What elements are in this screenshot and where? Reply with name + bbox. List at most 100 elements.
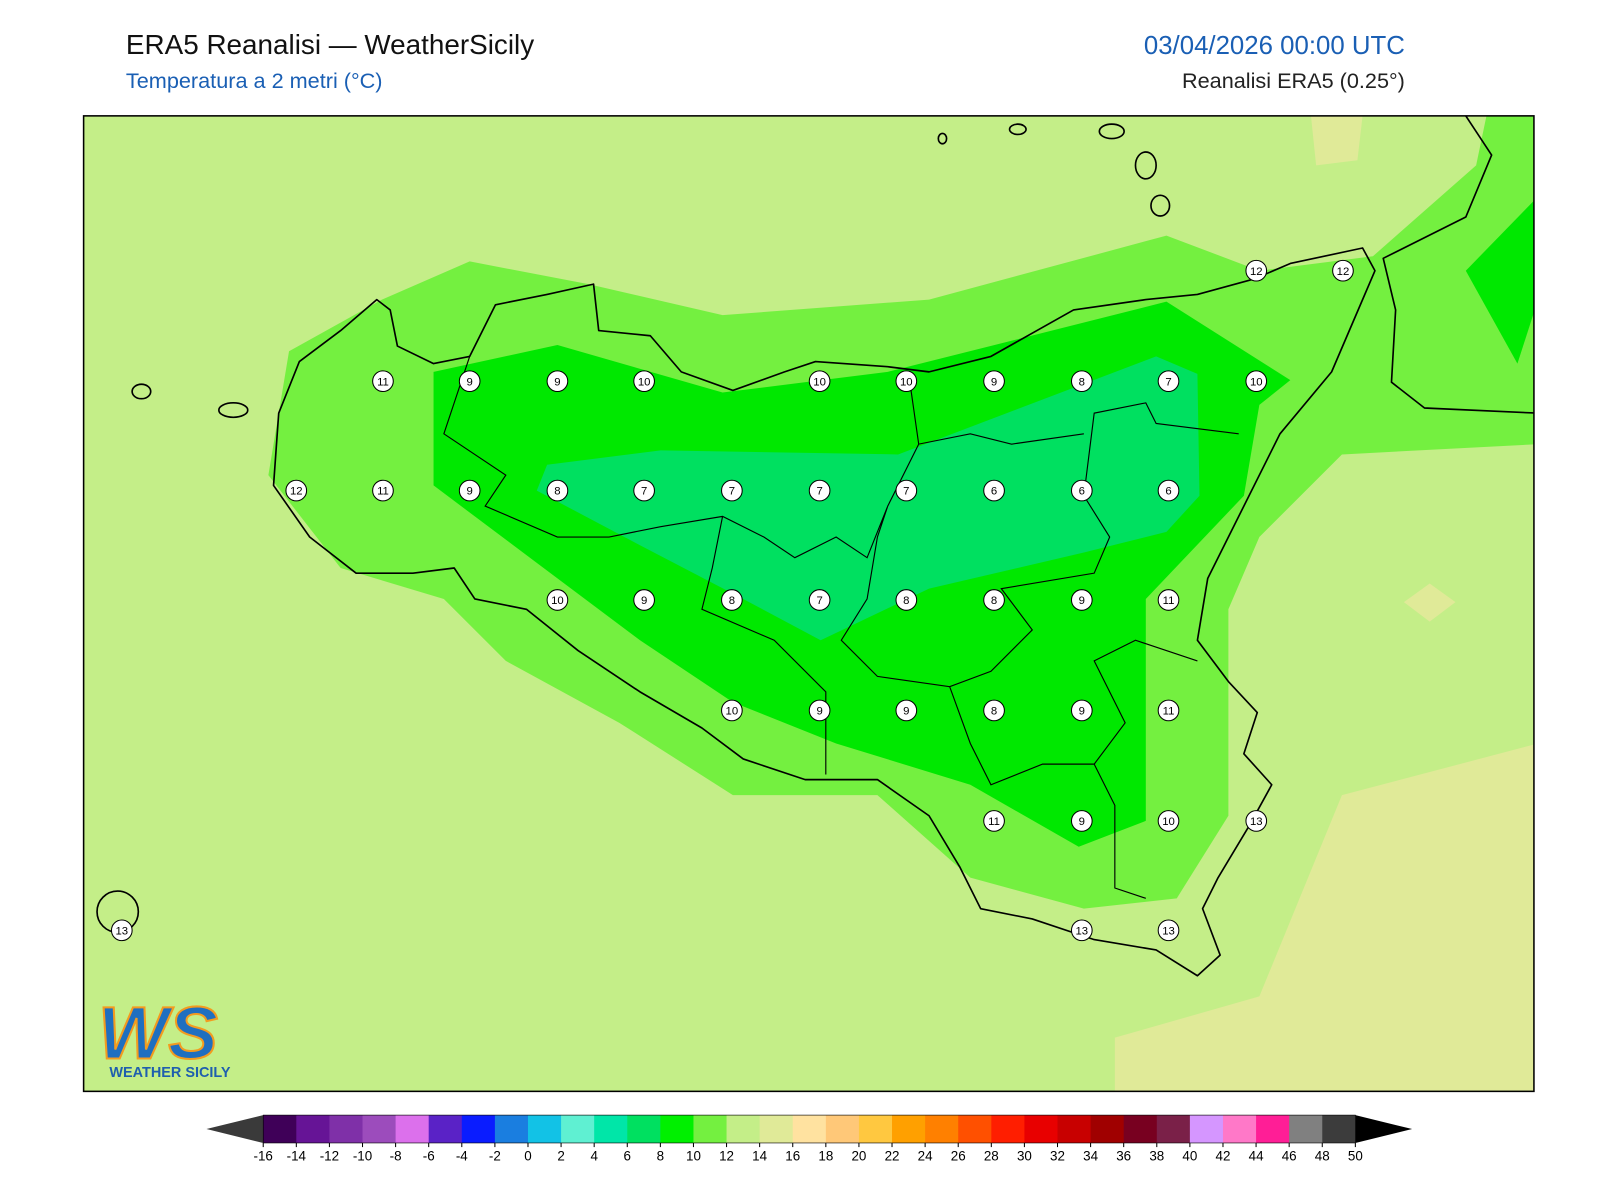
- station: 11: [372, 479, 394, 502]
- station-value: 10: [638, 376, 651, 388]
- station: 7: [633, 479, 655, 502]
- station-value: 9: [554, 376, 560, 388]
- station-marker: [983, 370, 1005, 392]
- station-marker: [372, 479, 394, 502]
- station: 9: [808, 699, 831, 722]
- station: 8: [1070, 370, 1093, 392]
- colorbar-tick-label: 10: [686, 1149, 701, 1164]
- station-value: 9: [1079, 595, 1085, 607]
- station: 9: [546, 370, 569, 392]
- station-value: 10: [813, 376, 826, 388]
- colorbar-segment: [759, 1115, 794, 1143]
- colorbar-tick-label: 34: [1083, 1149, 1098, 1164]
- station-marker: [1070, 810, 1093, 832]
- station: 11: [983, 810, 1005, 832]
- field-14-16: [1114, 744, 1534, 1092]
- station-marker: [721, 699, 743, 722]
- field-6-8: [536, 356, 1200, 641]
- colorbar-tick-label: 0: [524, 1149, 531, 1164]
- island: [1150, 194, 1171, 217]
- colorbar-tick-label: 6: [624, 1149, 631, 1164]
- colorbar-tick-label: -4: [456, 1149, 468, 1164]
- station: 13: [1245, 810, 1268, 832]
- colorbar-tick-label: 40: [1182, 1149, 1197, 1164]
- datetime: 03/04/2026 00:00 UTC: [1144, 32, 1405, 60]
- station-value: 7: [1165, 376, 1171, 388]
- station: 10: [633, 370, 655, 392]
- station: 7: [808, 589, 831, 611]
- station: 9: [458, 479, 481, 502]
- station-marker: [1157, 919, 1180, 942]
- station: 10: [546, 589, 569, 611]
- station-value: 9: [467, 486, 473, 498]
- colorbar-tick-label: -6: [423, 1149, 435, 1164]
- station-value: 12: [1337, 266, 1350, 278]
- station-marker: [1157, 699, 1180, 722]
- station-marker: [1157, 810, 1180, 832]
- station-marker: [633, 370, 655, 392]
- station-value: 13: [1162, 925, 1175, 937]
- station-marker: [721, 479, 743, 502]
- station-marker: [110, 919, 133, 942]
- station-marker: [1070, 370, 1093, 392]
- station-marker: [285, 479, 308, 502]
- colorbar-frame: [262, 1114, 1356, 1144]
- station-value: 9: [991, 376, 997, 388]
- island: [1134, 151, 1157, 180]
- colorbar-segment: [1156, 1115, 1191, 1143]
- colorbar-segment: [263, 1115, 297, 1143]
- colorbar-segment: [925, 1115, 959, 1143]
- colorbar-segment: [892, 1115, 926, 1143]
- station-marker: [1070, 589, 1093, 611]
- colorbar-tick-label: -14: [287, 1149, 307, 1164]
- colorbar-tick-label: -12: [320, 1149, 339, 1164]
- station-value: 10: [551, 595, 564, 607]
- station-marker: [895, 370, 918, 392]
- colorbar-tick-label: -8: [390, 1149, 402, 1164]
- station-value: 8: [1079, 376, 1085, 388]
- station: 9: [633, 589, 655, 611]
- colorbar-segment: [858, 1115, 893, 1143]
- station-marker: [633, 589, 655, 611]
- colorbar-segment: [726, 1115, 761, 1143]
- station-marker: [458, 479, 481, 502]
- station-marker: [895, 699, 918, 722]
- station: 9: [983, 370, 1005, 392]
- colorbar-segment: [561, 1115, 595, 1143]
- station-marker: [983, 699, 1005, 722]
- colorbar-segment: [991, 1115, 1025, 1143]
- station: 10: [1245, 370, 1268, 392]
- colorbar-segment: [1090, 1115, 1125, 1143]
- colorbar-segment: [1322, 1115, 1356, 1143]
- colorbar-tick-label: -2: [489, 1149, 501, 1164]
- station: 7: [895, 479, 918, 502]
- coastline-sicily: [272, 247, 1376, 977]
- colorbar-segment: [958, 1115, 992, 1143]
- colorbar-tick-label: 4: [590, 1149, 598, 1164]
- colorbar-segment: [1123, 1115, 1158, 1143]
- station-marker: [1157, 479, 1180, 502]
- province-borders: [443, 356, 1239, 899]
- station: 8: [983, 589, 1005, 611]
- station: 12: [285, 479, 308, 502]
- logo: WS WEATHER SICILY: [97, 990, 231, 1081]
- colorbar-tick-label: 50: [1348, 1149, 1363, 1164]
- subtitle: Temperatura a 2 metri (°C): [126, 68, 383, 93]
- station-marker: [983, 479, 1005, 502]
- station-marker: [1245, 810, 1268, 832]
- station-value: 11: [988, 816, 1000, 828]
- station-value: 13: [115, 925, 128, 937]
- station-marker: [983, 810, 1005, 832]
- station: 10: [808, 370, 831, 392]
- station: 9: [895, 699, 918, 722]
- station-marker: [458, 370, 481, 392]
- station-value: 11: [1163, 706, 1175, 718]
- logo-text: WEATHER SICILY: [109, 1065, 230, 1081]
- station-marker: [1332, 259, 1354, 282]
- station-value: 6: [991, 486, 997, 498]
- station-marker: [1157, 589, 1180, 611]
- map-frame: [82, 115, 1535, 1093]
- colorbar-tick-label: 36: [1116, 1149, 1131, 1164]
- station-marker: [1070, 919, 1093, 942]
